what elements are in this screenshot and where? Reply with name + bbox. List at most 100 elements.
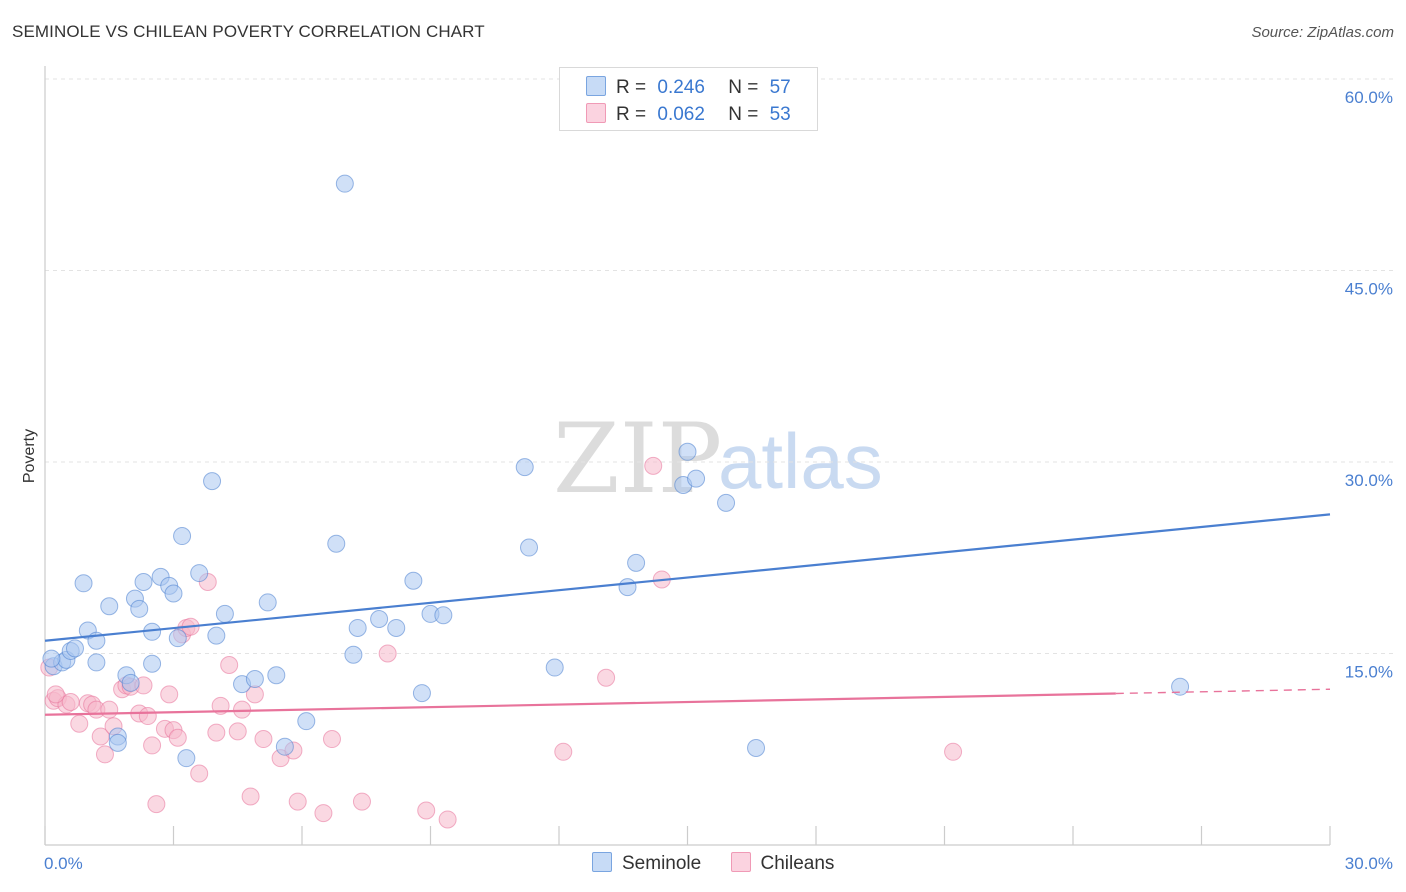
chileans-point — [417, 801, 436, 820]
chart-source: Source: ZipAtlas.com — [1251, 24, 1394, 41]
seminole-point — [275, 737, 294, 756]
chileans-point — [220, 655, 239, 674]
grid-lines — [45, 78, 1395, 654]
seminole-point — [545, 658, 564, 677]
seminole-point — [177, 749, 196, 768]
chileans-point — [314, 804, 333, 823]
seminole-point — [207, 626, 226, 645]
seminole-point — [1171, 677, 1190, 696]
seminole-point — [121, 673, 140, 692]
chileans-point — [190, 764, 209, 783]
seminole-point — [134, 573, 153, 592]
watermark-zip: ZIP — [553, 403, 722, 515]
y-tick-label: 30.0% — [1345, 471, 1393, 490]
chileans-point — [438, 810, 457, 829]
seminole-point — [627, 553, 646, 572]
chileans-point — [352, 792, 371, 811]
seminole-point — [143, 654, 162, 673]
chileans-point — [46, 685, 65, 704]
seminole-point — [164, 584, 183, 603]
chileans-point — [95, 745, 114, 764]
y-tick-label: 60.0% — [1345, 88, 1393, 107]
x-tick-label: 0.0% — [44, 854, 83, 873]
legend-n-value: 57 — [769, 77, 791, 98]
chart-title: SEMINOLE VS CHILEAN POVERTY CORRELATION … — [12, 22, 485, 41]
legend-n-value: 53 — [769, 104, 791, 125]
chileans-point — [207, 723, 226, 742]
legend-r-label: R = — [616, 77, 647, 98]
seminole-point — [87, 653, 106, 672]
chileans-point — [168, 728, 187, 747]
chileans-point — [147, 795, 166, 814]
legend-r-value: 0.062 — [657, 104, 705, 125]
legend-r-value: 0.246 — [657, 77, 705, 98]
chileans-point — [160, 685, 179, 704]
seminole-point — [215, 604, 234, 623]
legend-row-chileans: R = 0.062 N = 53 — [586, 103, 791, 127]
chileans-point — [138, 707, 157, 726]
seminole-point — [335, 174, 354, 193]
seminole-point — [267, 666, 286, 685]
chileans-point — [61, 693, 80, 712]
seminole-point — [618, 578, 637, 597]
bottom-legend-label: Chileans — [760, 853, 835, 874]
watermark: ZIP atlas — [553, 403, 883, 515]
y-tick-label: 45.0% — [1345, 280, 1393, 299]
watermark-atlas: atlas — [718, 417, 883, 505]
seminole-point — [348, 618, 367, 637]
chileans-point — [288, 792, 307, 811]
seminole-point — [100, 597, 119, 616]
seminole-point — [515, 458, 534, 477]
chileans-point — [70, 714, 89, 733]
chileans-point — [228, 722, 247, 741]
axes — [44, 66, 1331, 846]
y-tick-labels: 60.0% 45.0% 30.0% 15.0% — [1345, 88, 1393, 682]
chileans-point — [597, 668, 616, 687]
bottom-legend: Seminole Chileans — [592, 852, 858, 875]
seminole-points — [42, 174, 1190, 768]
bottom-legend-chileans[interactable]: Chileans — [730, 852, 835, 875]
seminole-point — [203, 472, 222, 491]
seminole-point — [258, 593, 277, 612]
seminole-point — [65, 639, 84, 658]
chileans-point — [644, 456, 663, 475]
seminole-point — [245, 670, 264, 689]
seminole-point — [190, 564, 209, 583]
chileans-point — [944, 742, 963, 761]
seminole-point — [687, 469, 706, 488]
seminole-point — [747, 738, 766, 757]
seminole-point — [717, 493, 736, 512]
seminole-point — [327, 534, 346, 553]
legend-swatch-chileans — [586, 103, 606, 123]
chileans-trend-line — [44, 692, 1116, 716]
seminole-point — [42, 649, 61, 668]
bottom-legend-swatch-seminole — [592, 852, 612, 872]
seminole-point — [404, 571, 423, 590]
seminole-point — [108, 733, 127, 752]
seminole-point — [130, 599, 149, 618]
chileans-point — [378, 644, 397, 663]
bottom-legend-seminole[interactable]: Seminole — [592, 852, 701, 875]
chileans-point — [254, 730, 273, 749]
seminole-point — [344, 645, 363, 664]
legend-swatch-seminole — [586, 76, 606, 96]
legend-row-seminole: R = 0.246 N = 57 — [586, 76, 791, 100]
seminole-point — [434, 606, 453, 625]
seminole-point — [370, 610, 389, 629]
legend-n-label: N = — [728, 104, 759, 125]
seminole-point — [173, 527, 192, 546]
chileans-point — [100, 700, 119, 719]
chileans-point — [211, 696, 230, 715]
seminole-point — [297, 712, 316, 731]
seminole-point — [74, 574, 93, 593]
bottom-legend-label: Seminole — [622, 853, 702, 874]
y-axis-label: Poverty — [21, 429, 38, 483]
bottom-legend-swatch-chileans — [730, 852, 751, 872]
trend-lines — [44, 513, 1331, 716]
seminole-point — [168, 629, 187, 648]
seminole-point — [520, 538, 539, 557]
legend: R = 0.246 N = 57 R = 0.062 N = 53 — [559, 67, 818, 131]
x-tick-label: 30.0% — [1345, 854, 1393, 873]
chileans-point — [322, 730, 341, 749]
